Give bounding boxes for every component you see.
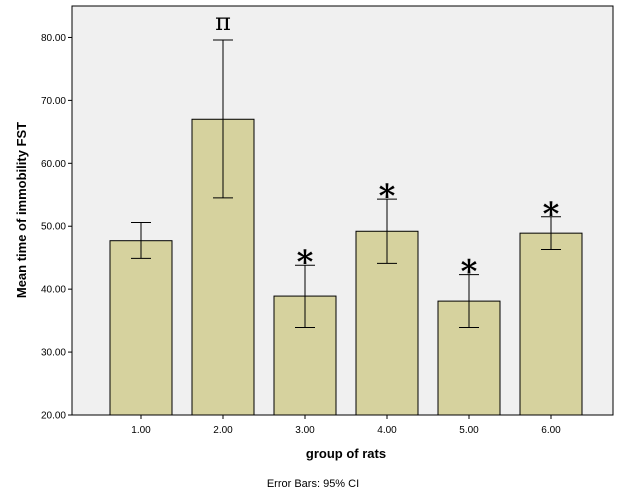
significance-marker: * — [297, 243, 314, 281]
y-axis-title: Mean time of immobility FST — [14, 122, 29, 298]
error-bars — [131, 39, 561, 329]
significance-marker: * — [543, 195, 560, 233]
x-tick-label: 1.00 — [131, 425, 151, 436]
x-tick-label: 5.00 — [459, 425, 479, 436]
y-tick-label: 60.00 — [41, 159, 66, 170]
bars — [109, 118, 583, 416]
y-axis: 20.00 30.00 40.00 50.00 60.00 70.00 80.00 — [41, 33, 72, 422]
significance-markers: π * * * * — [215, 8, 560, 291]
significance-marker: π — [215, 8, 231, 36]
y-tick-label: 50.00 — [41, 222, 66, 233]
x-axis-title: group of rats — [306, 446, 386, 461]
x-tick-label: 3.00 — [295, 425, 315, 436]
significance-marker: * — [461, 253, 478, 291]
y-tick-label: 70.00 — [41, 96, 66, 107]
bar — [519, 232, 583, 416]
y-tick-label: 30.00 — [41, 348, 66, 359]
significance-marker: * — [379, 177, 396, 215]
y-tick-label: 80.00 — [41, 33, 66, 44]
y-tick-label: 20.00 — [41, 411, 66, 422]
x-tick-label: 2.00 — [213, 425, 233, 436]
y-tick-label: 40.00 — [41, 285, 66, 296]
x-axis: 1.00 2.00 3.00 4.00 5.00 6.00 — [131, 415, 561, 436]
x-tick-label: 4.00 — [377, 425, 397, 436]
bar — [109, 240, 173, 416]
x-tick-label: 6.00 — [541, 425, 561, 436]
footnote: Error Bars: 95% CI — [267, 478, 359, 490]
